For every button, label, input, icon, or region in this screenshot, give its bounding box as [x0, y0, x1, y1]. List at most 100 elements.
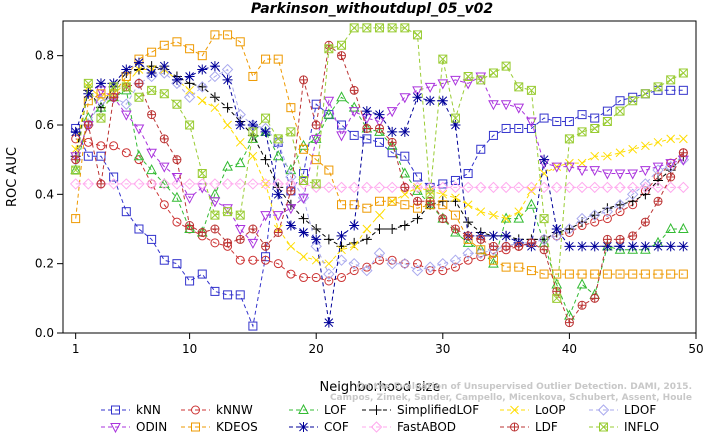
- data-point-loop: [425, 186, 435, 196]
- data-point-cof: [450, 120, 461, 130]
- legend-marker-ldf: [510, 422, 520, 432]
- data-point-fastabod: [664, 181, 677, 194]
- data-point-ldf: [159, 134, 169, 144]
- data-point-fastabod: [69, 178, 82, 190]
- data-point-ldf: [577, 300, 587, 310]
- data-point-knn: [134, 224, 144, 234]
- data-point-cof: [374, 109, 385, 120]
- legend-label-ldof: LDOF: [624, 403, 656, 417]
- data-point-kdeos: [539, 269, 549, 279]
- data-point-cof: [602, 241, 613, 252]
- legend-marker-lof: [298, 403, 309, 414]
- data-point-knn: [552, 117, 562, 127]
- data-point-cof: [146, 68, 157, 78]
- data-point-knn: [488, 130, 498, 140]
- series-inflo: [71, 23, 688, 303]
- data-point-odin: [564, 162, 575, 173]
- data-point-ldof: [411, 264, 424, 277]
- data-point-cof: [197, 64, 208, 75]
- x-axis-label: Neighborhood size: [320, 380, 441, 395]
- data-point-knn: [577, 110, 587, 120]
- data-point-simplifiedlof: [260, 154, 271, 165]
- data-point-inflo: [134, 92, 144, 102]
- data-point-cof: [551, 224, 562, 234]
- data-point-loop: [324, 259, 334, 269]
- legend-label-knnw: kNNW: [216, 403, 253, 417]
- data-point-knnw: [375, 255, 384, 265]
- data-point-fastabod: [551, 181, 563, 194]
- data-point-inflo: [476, 75, 486, 85]
- data-point-knnw: [83, 137, 93, 147]
- data-point-ldf: [526, 238, 536, 248]
- data-point-simplifiedlof: [197, 81, 208, 92]
- data-point-ldf: [147, 110, 157, 120]
- data-point-loop: [223, 120, 232, 130]
- data-point-lof: [665, 222, 677, 233]
- data-point-kdeos: [96, 89, 106, 99]
- data-point-knnw: [235, 255, 245, 265]
- data-point-fastabod: [411, 181, 424, 194]
- legend-label-odin: ODIN: [136, 420, 167, 434]
- data-point-ldof: [348, 257, 360, 270]
- data-point-kdeos: [362, 203, 372, 213]
- data-point-cof: [184, 71, 195, 82]
- x-tick-label: 30: [435, 342, 450, 356]
- data-point-inflo: [83, 78, 93, 88]
- data-point-fastabod: [639, 181, 652, 194]
- data-point-knnw: [450, 262, 460, 272]
- legend-marker-knn: [111, 405, 120, 415]
- data-point-simplifiedlof: [463, 217, 474, 228]
- data-point-fastabod: [386, 181, 398, 194]
- data-point-odin: [450, 75, 461, 87]
- legend-label-loop: LoOP: [535, 403, 566, 417]
- data-point-inflo: [552, 293, 562, 303]
- data-point-kdeos: [349, 200, 359, 210]
- data-point-ldof: [399, 257, 411, 270]
- data-point-lof: [488, 257, 499, 268]
- data-point-ldof: [437, 257, 449, 270]
- data-point-knn: [602, 106, 612, 116]
- data-point-cof: [640, 241, 651, 252]
- data-point-cof: [665, 241, 676, 252]
- data-point-odin: [133, 124, 145, 135]
- series-line-knnw: [75, 138, 684, 282]
- data-point-inflo: [273, 134, 283, 144]
- data-point-simplifiedlof: [222, 102, 233, 113]
- data-point-knn: [210, 286, 220, 296]
- data-point-odin: [310, 134, 322, 145]
- data-point-ldf: [299, 75, 309, 85]
- data-point-cof: [260, 126, 271, 137]
- data-point-knn: [387, 148, 397, 158]
- data-point-lof: [386, 139, 398, 150]
- data-point-simplifiedlof: [399, 220, 410, 231]
- data-point-ldf: [71, 155, 81, 165]
- data-point-inflo: [311, 179, 321, 189]
- data-point-knnw: [299, 273, 309, 283]
- data-point-lof: [247, 132, 259, 143]
- data-point-loop: [615, 148, 625, 158]
- data-point-inflo: [450, 113, 460, 123]
- data-point-cof: [589, 241, 600, 252]
- data-point-ldf: [615, 234, 625, 244]
- data-point-odin: [614, 169, 626, 180]
- data-point-loop: [603, 151, 612, 161]
- data-point-fastabod: [373, 181, 386, 194]
- series-kdeos: [71, 30, 688, 279]
- data-point-cof: [222, 74, 233, 85]
- data-point-kdeos: [261, 54, 271, 64]
- data-point-odin: [526, 117, 537, 128]
- data-point-inflo: [653, 82, 663, 92]
- data-point-knnw: [463, 255, 473, 265]
- data-point-kdeos: [564, 269, 574, 279]
- data-point-knnw: [412, 259, 422, 269]
- data-point-ldof: [361, 264, 373, 277]
- data-point-kdeos: [678, 269, 688, 279]
- data-point-ldf: [653, 196, 663, 206]
- data-point-ldof: [626, 188, 639, 201]
- data-point-ldf: [400, 182, 410, 192]
- data-point-ldof: [462, 247, 474, 259]
- data-point-fastabod: [361, 181, 373, 194]
- data-point-ldf: [640, 217, 650, 227]
- data-point-inflo: [185, 120, 195, 130]
- data-point-loop: [349, 241, 359, 251]
